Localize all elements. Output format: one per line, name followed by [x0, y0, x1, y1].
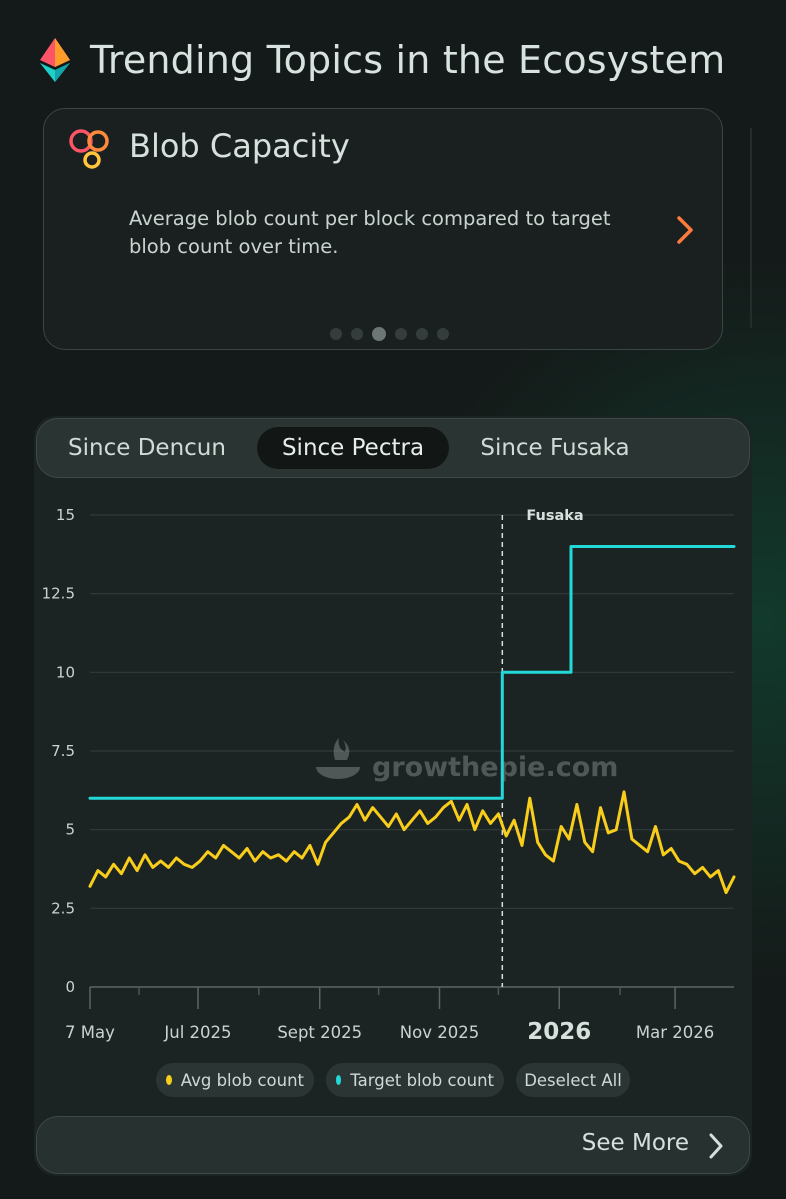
y-tick-label: 5	[65, 821, 75, 839]
growthepie-watermark: growthepie.com	[316, 738, 618, 783]
legend-target-blob-count[interactable]: Target blob count	[326, 1063, 504, 1097]
tab-since-dencun[interactable]: Since Dencun	[68, 435, 226, 461]
legend-avg-dot	[166, 1075, 172, 1085]
pagination-dot[interactable]	[330, 328, 342, 340]
ethereum-icon	[40, 38, 70, 82]
tab-since-pectra[interactable]: Since Pectra	[257, 427, 449, 469]
y-tick-label: 7.5	[51, 742, 75, 760]
x-tick-label: 2026	[527, 1019, 591, 1045]
deselect-all-button[interactable]: Deselect All	[516, 1063, 630, 1097]
deselect-all-label: Deselect All	[524, 1070, 622, 1090]
y-tick-label: 12.5	[42, 585, 75, 603]
pagination-dot-active[interactable]	[372, 327, 386, 341]
next-card-edge	[750, 128, 752, 328]
avg-blob-count-line	[88, 790, 736, 895]
fusaka-annotation-label: Fusaka	[526, 508, 583, 524]
x-tick-label: Mar 2026	[636, 1023, 714, 1042]
see-more-label: See More	[581, 1130, 689, 1156]
watermark-steam-icon	[333, 738, 350, 760]
legend-avg-label: Avg blob count	[180, 1070, 304, 1090]
watermark-text: growthepie.com	[372, 752, 618, 783]
card-description: Average blob count per block compared to…	[129, 207, 611, 258]
target-blob-count-line	[88, 545, 736, 800]
y-tick-label: 10	[56, 663, 75, 681]
x-tick-label: Nov 2025	[400, 1023, 479, 1042]
pagination-dot[interactable]	[395, 328, 407, 340]
legend-avg-blob-count[interactable]: Avg blob count	[156, 1063, 314, 1097]
chevron-right-icon	[709, 1133, 723, 1159]
tab-since-fusaka[interactable]: Since Fusaka	[480, 435, 630, 461]
legend-target-label: Target blob count	[350, 1070, 494, 1090]
legend-target-dot	[336, 1075, 342, 1085]
chevron-right-icon[interactable]	[672, 213, 698, 247]
x-tick-label: 7 May	[65, 1023, 115, 1042]
watermark-pie-icon	[316, 767, 360, 779]
range-tabs: Since Dencun Since Pectra Since Fusaka	[36, 418, 750, 478]
page-title: Trending Topics in the Ecosystem	[90, 38, 726, 82]
pagination-dot[interactable]	[416, 328, 428, 340]
y-tick-label: 15	[56, 506, 75, 524]
page-header: Trending Topics in the Ecosystem	[40, 32, 725, 88]
chart-panel	[34, 416, 752, 1176]
pagination-dot[interactable]	[351, 328, 363, 340]
pagination-dot[interactable]	[437, 328, 449, 340]
x-tick-label: Jul 2025	[163, 1023, 231, 1042]
y-tick-label: 0	[65, 978, 75, 996]
see-more-button[interactable]: See More	[36, 1116, 750, 1174]
y-tick-label: 2.5	[51, 899, 75, 917]
carousel-pagination	[330, 327, 449, 341]
card-title: Blob Capacity	[129, 127, 350, 165]
x-tick-label: Sept 2025	[277, 1023, 362, 1042]
blobs-icon	[69, 129, 109, 169]
topic-card[interactable]: Blob Capacity Average blob count per blo…	[43, 108, 723, 350]
